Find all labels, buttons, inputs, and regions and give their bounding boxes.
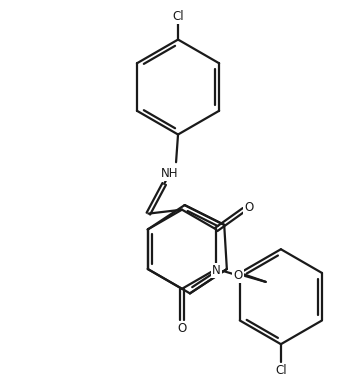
Text: Cl: Cl bbox=[172, 10, 184, 23]
Text: NH: NH bbox=[161, 167, 179, 180]
Text: N: N bbox=[212, 264, 220, 277]
Text: Cl: Cl bbox=[275, 364, 287, 377]
Text: O: O bbox=[233, 269, 243, 282]
Text: O: O bbox=[244, 201, 253, 214]
Text: O: O bbox=[177, 322, 187, 335]
